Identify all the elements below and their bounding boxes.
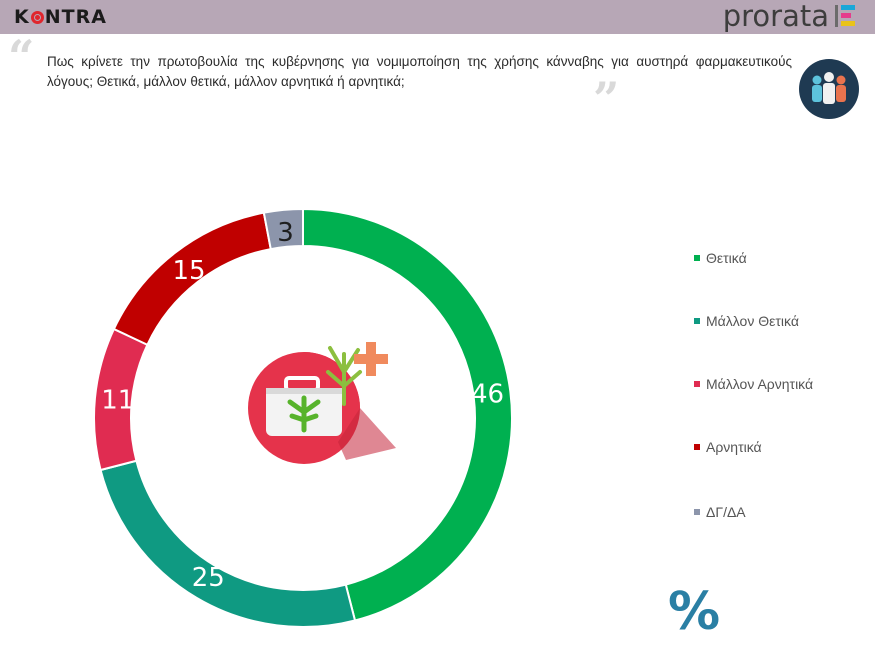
- legend-swatch: [694, 444, 700, 450]
- header-bar: K NTRA prorata: [0, 0, 875, 34]
- kontra-logo: K NTRA: [14, 6, 107, 28]
- donut-data-label: 15: [172, 256, 205, 286]
- legend-label: Θετικά: [706, 250, 747, 266]
- legend-item: Θετικά: [694, 248, 747, 268]
- legend-item: Μάλλον Αρνητικά: [694, 374, 813, 394]
- people-group-icon: [799, 59, 859, 119]
- quote-close-icon: ”: [593, 72, 620, 126]
- legend-label: Μάλλον Θετικά: [706, 313, 799, 329]
- legend-swatch: [694, 318, 700, 324]
- legend-label: ΔΓ/ΔΑ: [706, 504, 746, 520]
- kontra-logo-rest: NTRA: [44, 6, 107, 28]
- donut-data-label: 46: [471, 380, 504, 410]
- legend-item: Αρνητικά: [694, 437, 762, 457]
- donut-data-label: 3: [277, 218, 294, 248]
- medical-cannabis-kit-icon: [248, 342, 396, 464]
- donut-data-label: 25: [192, 563, 225, 593]
- donut-data-label: 11: [101, 385, 134, 415]
- quote-open-icon: “: [8, 30, 35, 84]
- legend-swatch: [694, 381, 700, 387]
- legend-swatch: [694, 255, 700, 261]
- prorata-mark-icon: [835, 5, 855, 27]
- legend-item: Μάλλον Θετικά: [694, 311, 799, 331]
- prorata-logo: prorata: [722, 0, 829, 33]
- survey-question: Πως κρίνετε την πρωτοβουλία της κυβέρνησ…: [47, 54, 792, 89]
- donut-slice-1: [302, 207, 513, 622]
- legend-label: Αρνητικά: [706, 439, 762, 455]
- kontra-logo-ring-icon: [30, 11, 44, 24]
- donut-slice-5: [262, 207, 304, 251]
- kontra-logo-letter: K: [14, 6, 30, 28]
- legend-label: Μάλλον Αρνητικά: [706, 376, 814, 392]
- donut-slice-2: [99, 459, 357, 628]
- legend-swatch: [694, 509, 700, 515]
- percent-icon: %: [668, 582, 721, 642]
- legend-item: ΔΓ/ΔΑ: [694, 502, 746, 522]
